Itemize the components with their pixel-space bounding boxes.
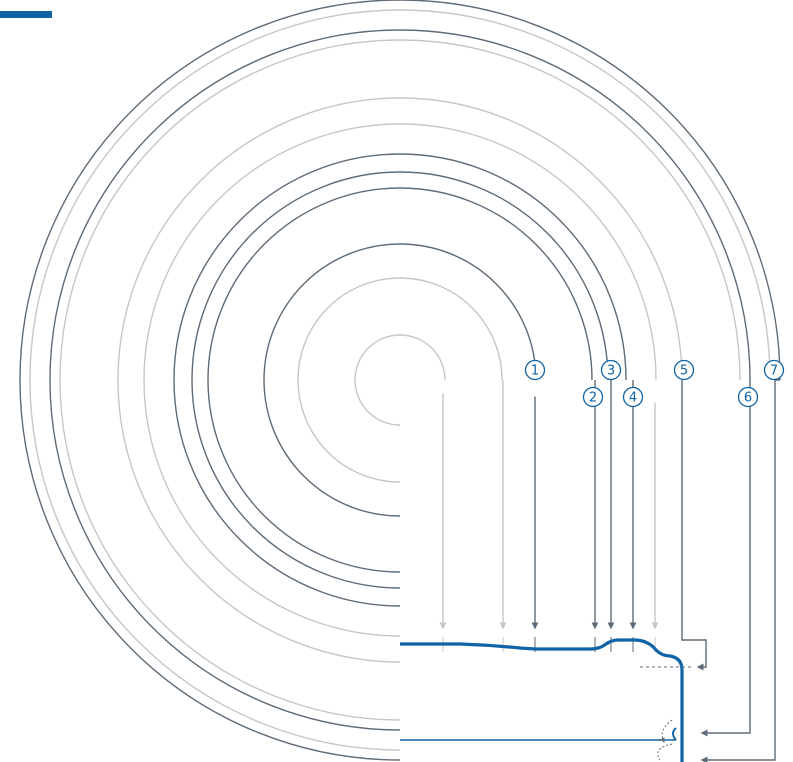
- number-badge-1: [524, 359, 546, 381]
- leader-line-7: [700, 379, 780, 762]
- number-label-6: 6: [744, 391, 752, 406]
- number-badge-6: [737, 386, 759, 408]
- number-label-2: 2: [589, 391, 597, 406]
- ring-group: [19, 0, 781, 761]
- ring-arc-4: [207, 187, 593, 573]
- accent-bar: [0, 11, 52, 18]
- number-badge-3: [600, 359, 622, 381]
- hook-icon: [672, 727, 677, 741]
- curved-arrow-icon-1: [659, 719, 673, 743]
- ring-arc-7: [143, 123, 657, 637]
- leader-group: [439, 379, 780, 762]
- number-label-1: 1: [531, 364, 539, 379]
- ring-arc-2: [297, 277, 503, 483]
- label-group: 1 234 5 6 7: [524, 359, 785, 408]
- ring-arc-9: [59, 39, 741, 721]
- leader-line-6: [700, 380, 751, 737]
- number-badge-4: [622, 386, 644, 408]
- curved-arrow-icon-2: [657, 743, 673, 761]
- leader-line-5: [681, 380, 707, 671]
- number-label-3: 3: [607, 364, 615, 379]
- ring-arc-3: [263, 243, 537, 517]
- profile-group: [400, 638, 692, 762]
- number-badge-5: [673, 359, 695, 381]
- ring-arc-11: [29, 9, 771, 751]
- number-badge-7: [763, 359, 785, 381]
- ring-arc-6: [173, 153, 627, 607]
- number-label-5: 5: [680, 364, 688, 379]
- ring-arc-5: [191, 171, 609, 589]
- profile-line: [400, 638, 684, 762]
- ring-arc-8: [117, 97, 683, 663]
- ring-arc-10: [49, 29, 751, 731]
- number-label-7: 7: [770, 364, 778, 379]
- ring-arc-12: [19, 0, 781, 761]
- ring-arc-1: [354, 334, 446, 426]
- number-badge-2: [582, 386, 604, 408]
- number-label-4: 4: [629, 391, 637, 406]
